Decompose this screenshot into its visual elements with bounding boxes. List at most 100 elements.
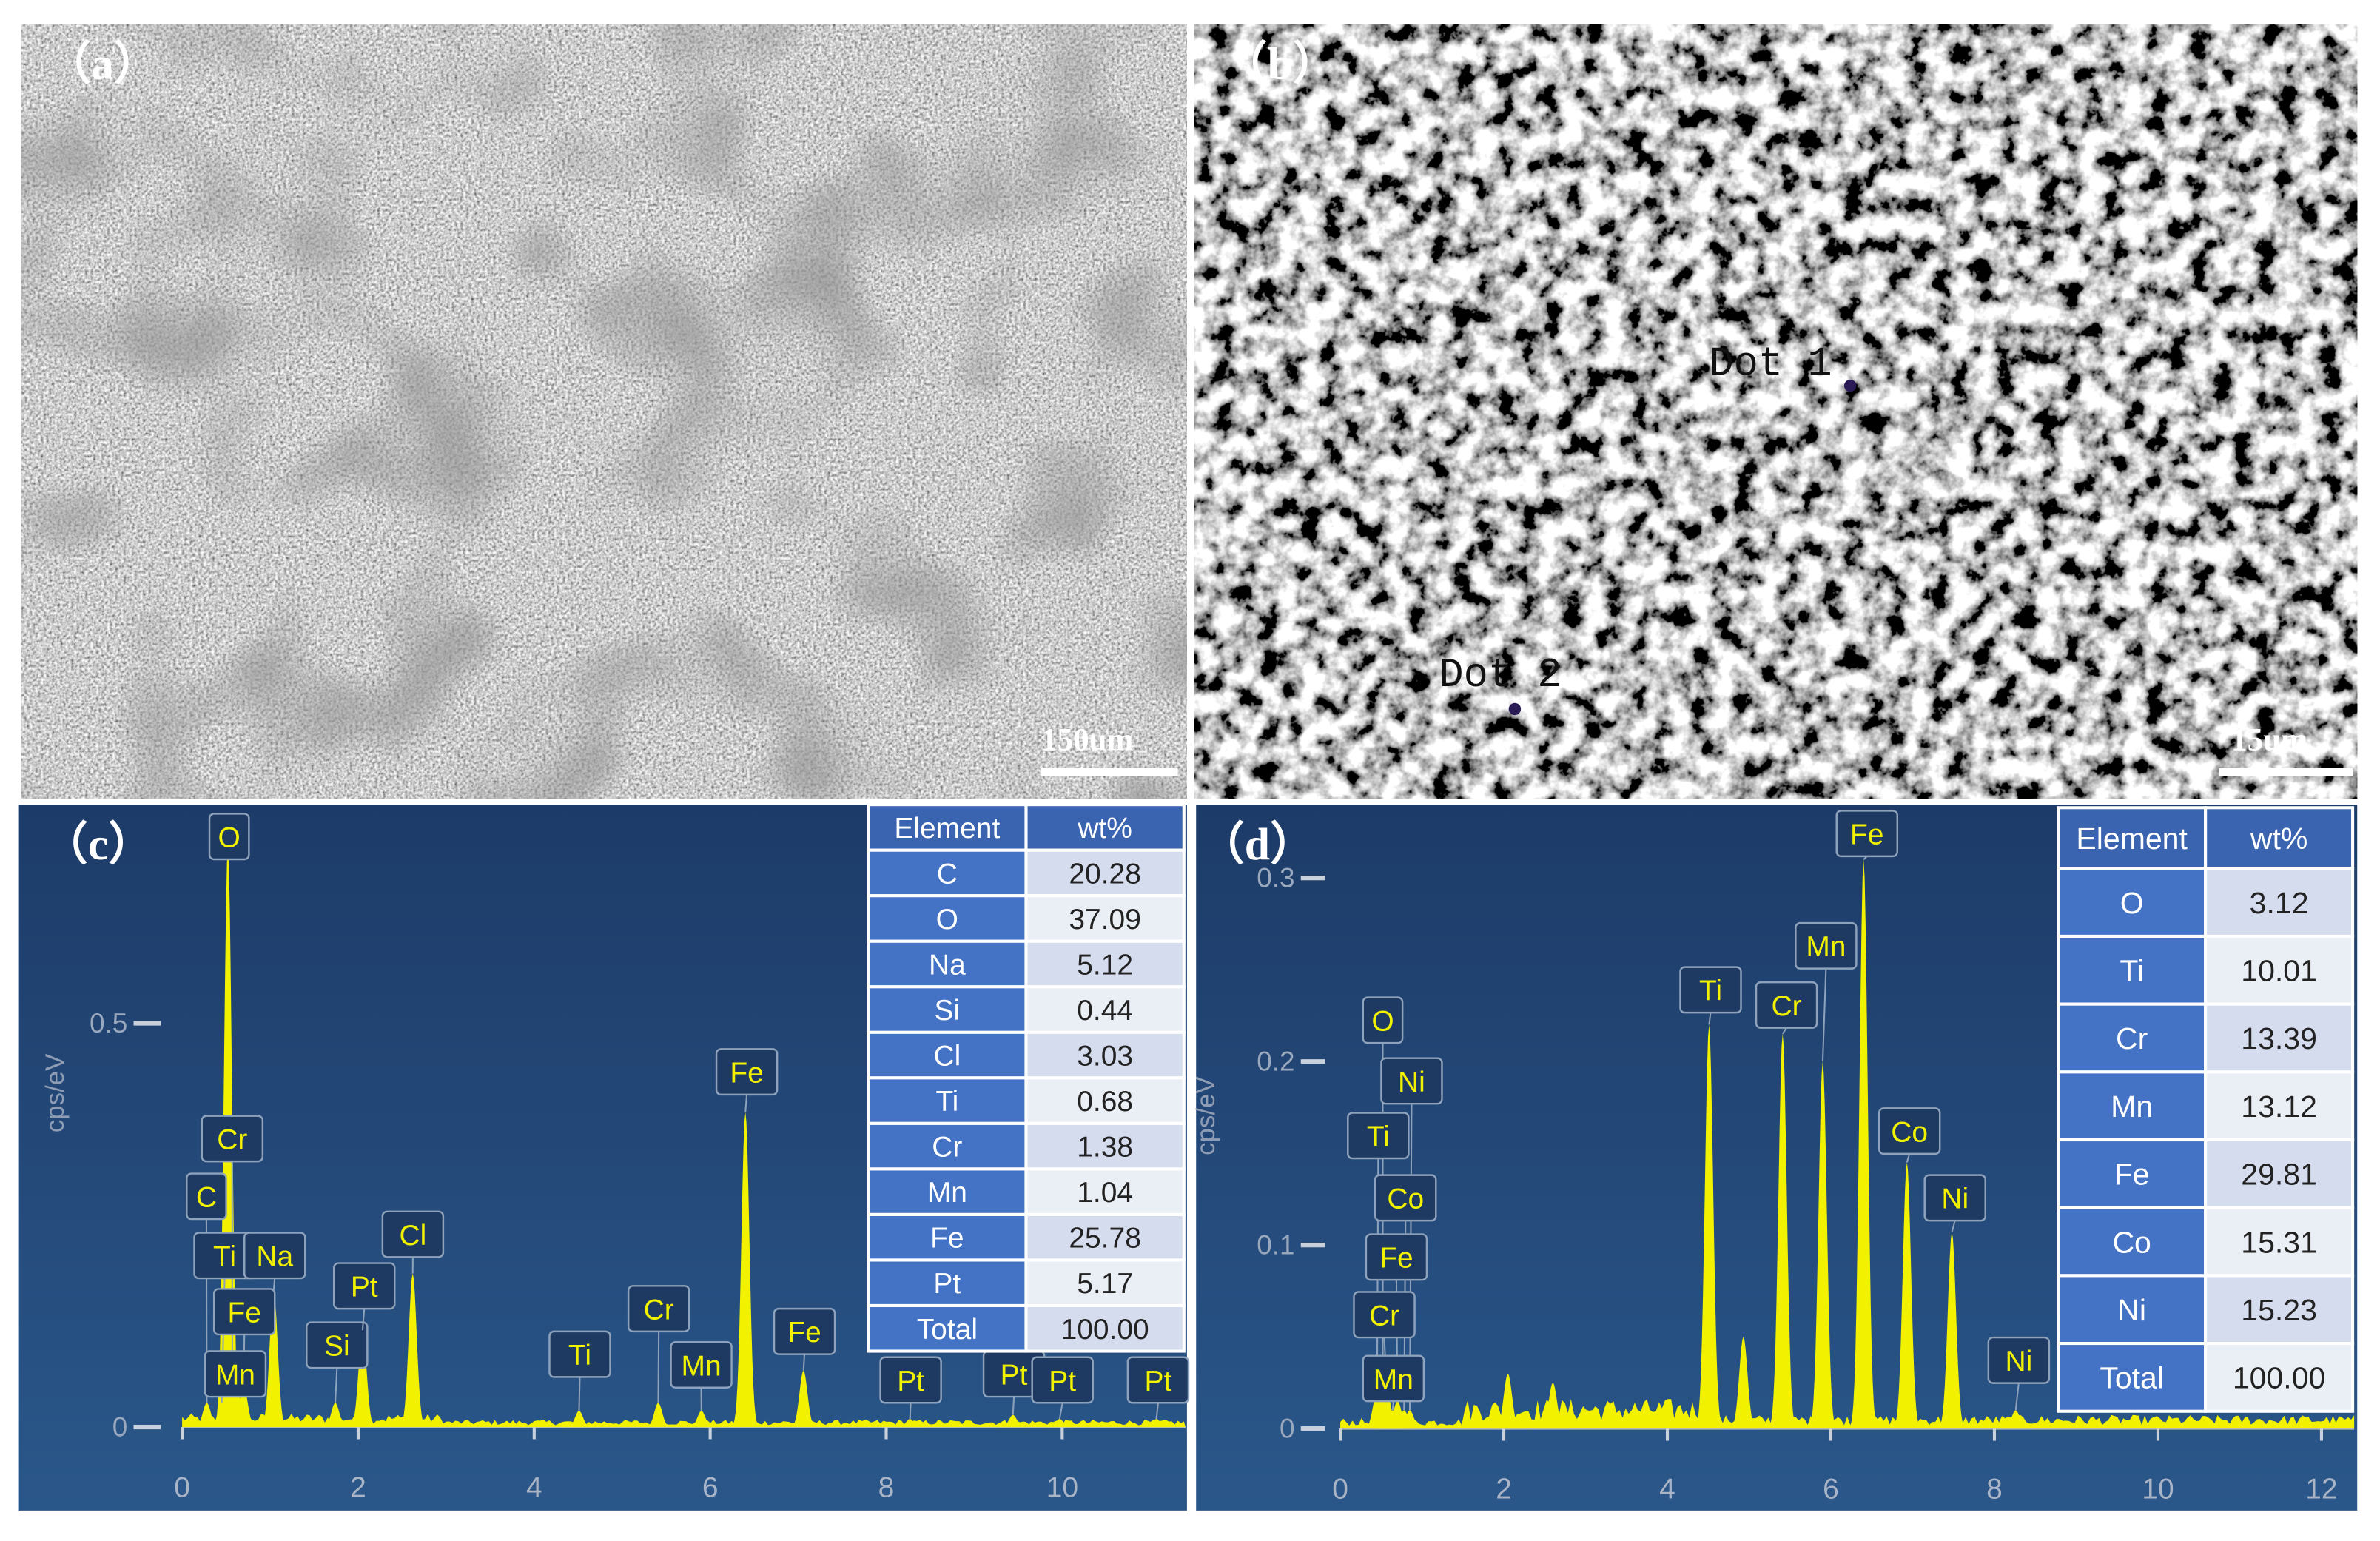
peak	[1692, 1024, 1726, 1428]
peak	[1935, 1232, 1969, 1429]
peak	[1388, 1410, 1421, 1429]
peak	[1727, 1337, 1760, 1429]
table-value: 100.00	[2233, 1361, 2325, 1395]
background-noise	[182, 1413, 1186, 1428]
y-tick-label: 0	[112, 1411, 128, 1442]
y-tick-label: 0.2	[1257, 1046, 1294, 1076]
peak-label-box	[1679, 966, 1742, 1014]
peak-label-box	[1353, 1291, 1416, 1339]
sem-shading	[21, 24, 1187, 799]
table-element: Ti	[935, 1086, 958, 1118]
peak-label-box	[1795, 921, 1858, 970]
x-tick-label: 10	[1046, 1471, 1078, 1503]
peak	[997, 1414, 1029, 1428]
y-axis-label: cps/eV	[1191, 1076, 1220, 1155]
leader-line	[1155, 1403, 1159, 1420]
x-tick-label: 0	[1332, 1473, 1348, 1505]
peak-label-box	[208, 813, 250, 861]
panel-label: （a）	[46, 39, 160, 90]
table-value: 25.78	[1069, 1223, 1140, 1255]
x-tick-label: 4	[526, 1471, 542, 1503]
peak-label: Ti	[568, 1340, 591, 1372]
peak-label-box	[879, 1356, 942, 1404]
peak-label: O	[218, 822, 241, 854]
peak-label: Pt	[351, 1272, 378, 1303]
panel-label: （c）	[42, 819, 153, 870]
peak-label-box	[186, 1172, 227, 1221]
sem-image	[1194, 24, 2358, 799]
scale-bar-label: 150um	[1041, 722, 1134, 757]
x-tick-label: 2	[350, 1471, 366, 1503]
table-element: Total	[2100, 1361, 2164, 1395]
peak	[206, 1403, 238, 1428]
leader-line	[2014, 1383, 2020, 1411]
peak	[1766, 1033, 1799, 1428]
table-header: wt%	[1077, 813, 1132, 845]
table-header: Element	[894, 813, 1000, 845]
peak-label: Fe	[1379, 1243, 1413, 1275]
leader-line	[1781, 1027, 1787, 1035]
x-tick-label: 12	[2305, 1473, 2337, 1505]
dot-marker	[1508, 702, 1522, 716]
peak-label-box	[243, 1232, 306, 1280]
peak	[729, 1112, 762, 1427]
peak-label-box	[627, 1285, 690, 1333]
table-element-cell	[2057, 1002, 2208, 1074]
peak-label: Cr	[1771, 990, 1801, 1022]
peak-label-box	[1362, 1354, 1425, 1403]
peak	[319, 1403, 352, 1428]
x-tick-label: 4	[1659, 1473, 1675, 1505]
peak	[1890, 1162, 1923, 1428]
peak-label: Ti	[1699, 976, 1722, 1007]
leader-line	[1708, 1013, 1712, 1025]
table-value-cell	[2204, 934, 2355, 1006]
peak-label-box	[201, 1115, 264, 1163]
peak-label: O	[1371, 1006, 1394, 1038]
peak-label-box	[1347, 1112, 1410, 1160]
leader-line	[1821, 968, 1827, 1062]
table-element: Ni	[2117, 1293, 2146, 1327]
table-element-cell	[2057, 867, 2208, 939]
peak-label: Ni	[1398, 1067, 1425, 1098]
table-value-cell	[1024, 848, 1186, 898]
peak-label-box	[715, 1048, 779, 1096]
peak-label: Mn	[1374, 1364, 1413, 1396]
peak-label-box	[1374, 1174, 1437, 1222]
peak	[894, 1419, 927, 1428]
table-value-cell	[1024, 1303, 1186, 1353]
table-element: Ti	[2120, 954, 2144, 988]
panel-label: （d）	[1199, 819, 1315, 870]
peak	[227, 1386, 260, 1428]
peak	[1381, 1400, 1414, 1429]
peak	[1806, 1061, 1840, 1428]
dot-marker	[1843, 379, 1857, 392]
table-header-cell	[867, 803, 1028, 852]
leader-line	[909, 1403, 912, 1420]
peak-label: Fe	[1850, 819, 1883, 850]
table-value: 1.04	[1077, 1177, 1133, 1209]
leader-line	[657, 1331, 660, 1403]
peak-label-box	[1126, 1356, 1190, 1404]
peak-label-box	[1362, 996, 1404, 1044]
x-tick-label: 6	[702, 1471, 719, 1503]
peak-label: Fe	[787, 1317, 821, 1349]
table-value: 3.12	[2250, 886, 2309, 920]
table-element: Pt	[933, 1268, 961, 1300]
table-element: Mn	[2111, 1090, 2153, 1124]
leader-line	[335, 1368, 338, 1403]
table-value-cell	[1024, 1258, 1186, 1308]
table-value: 15.31	[2241, 1225, 2317, 1259]
peak-label-box	[1380, 1057, 1443, 1105]
table-element: Total	[917, 1314, 978, 1346]
y-tick-label: 0	[1280, 1413, 1295, 1443]
table-value-cell	[2204, 1206, 2355, 1278]
table-element: Mn	[927, 1177, 967, 1209]
peak	[397, 1273, 429, 1428]
peak	[787, 1370, 820, 1428]
y-axis-label: cps/eV	[41, 1053, 70, 1132]
dot-label: Dot 2	[1439, 652, 1562, 699]
table-value: 0.44	[1077, 995, 1133, 1027]
peak	[563, 1411, 595, 1428]
x-tick-label: 10	[2142, 1473, 2174, 1505]
